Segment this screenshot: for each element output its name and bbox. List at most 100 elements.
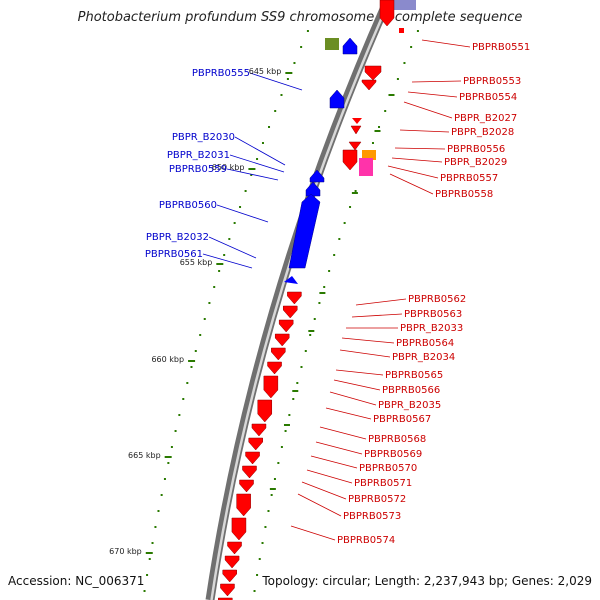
forward-gene-label: PBPRB0557 <box>440 173 498 184</box>
forward-gene-arrow <box>274 333 290 347</box>
scale-dot <box>286 78 289 80</box>
scale-dot <box>261 142 264 144</box>
forward-gene-arrow <box>242 465 257 479</box>
reverse-gene-label: PBPRB0561 <box>145 249 203 260</box>
forward-label-leader <box>394 147 446 150</box>
forward-label-leader <box>325 407 372 420</box>
forward-label-leader <box>399 129 450 133</box>
forward-gene-marker <box>399 28 404 33</box>
forward-gene-arrow <box>263 375 279 399</box>
kbp-tick-label: 670 kbp <box>109 547 142 556</box>
scale-dot <box>338 238 341 240</box>
scale-dot <box>190 366 193 368</box>
scale-dot <box>416 30 419 32</box>
forward-gene-arrow <box>257 399 273 423</box>
forward-gene-arrow <box>227 541 242 555</box>
forward-gene-label: PBPRB0565 <box>385 370 443 381</box>
forward-label-leader <box>310 455 358 469</box>
forward-gene-arrow <box>350 125 362 135</box>
scale-dot <box>208 302 211 304</box>
reverse-gene-label: PBPR_B2030 <box>172 132 235 143</box>
forward-gene-arrow <box>364 65 382 81</box>
scale-dot <box>256 574 259 576</box>
genome-summary-text: Topology: circular; Length: 2,237,943 bp… <box>262 574 592 588</box>
strand-tick-mark <box>292 390 299 392</box>
strand-tick-mark <box>319 292 326 294</box>
reverse-gene-label: PBPRB0555 <box>192 68 250 79</box>
scale-dot <box>146 574 149 576</box>
forward-label-leader <box>297 493 342 517</box>
scale-dot <box>410 46 413 48</box>
kbp-tick-mark <box>188 360 196 362</box>
reverse-label-leader <box>234 136 286 166</box>
forward-gene-label: PBPR_B2028 <box>451 127 514 138</box>
scale-dot <box>306 30 309 32</box>
reverse-gene-label: PBPR_B2032 <box>146 232 209 243</box>
forward-label-leader <box>341 337 395 344</box>
kbp-tick-label: 650 kbp <box>212 163 245 172</box>
kbp-tick-label: 645 kbp <box>249 67 282 76</box>
forward-label-leader <box>333 379 381 391</box>
scale-dot <box>288 414 291 416</box>
scale-dot <box>157 510 160 512</box>
scale-dot <box>296 382 299 384</box>
scale-dot <box>233 222 236 224</box>
forward-gene-arrow <box>267 361 282 375</box>
forward-label-leader <box>329 391 377 406</box>
scale-dot <box>174 430 177 432</box>
forward-gene-arrow <box>271 347 286 361</box>
gene-feature-layer <box>218 0 404 600</box>
forward-label-leader <box>355 298 407 306</box>
forward-gene-arrow <box>287 291 302 305</box>
forward-gene-label: PBPRB0566 <box>382 385 440 396</box>
strand-tick-mark <box>308 330 315 332</box>
forward-gene-arrow <box>220 583 235 597</box>
forward-gene-arrow <box>231 517 247 541</box>
forward-gene-label: PBPRB0572 <box>348 494 406 505</box>
forward-gene-label: PBPRB0558 <box>435 189 493 200</box>
scale-dot <box>143 590 146 592</box>
scale-dot <box>274 110 277 112</box>
forward-gene-label: PBPRB0564 <box>396 338 454 349</box>
orange-gene-feature <box>362 150 376 160</box>
reverse-gene-arrow <box>329 89 345 109</box>
scale-dot <box>268 126 271 128</box>
scale-dot <box>186 382 189 384</box>
forward-gene-arrow <box>352 118 362 124</box>
forward-label-leader <box>391 157 443 163</box>
label-leader-layer <box>202 39 471 541</box>
forward-gene-arrow <box>236 493 251 517</box>
forward-label-leader <box>407 91 458 98</box>
scale-dot <box>264 526 267 528</box>
pink-gene-feature <box>359 158 373 176</box>
reverse-label-leader <box>202 253 253 269</box>
forward-label-leader <box>290 525 336 541</box>
reverse-label-leader <box>229 154 285 173</box>
chromosome-backbone <box>205 0 416 600</box>
forward-gene-label: PBPRB0556 <box>447 144 505 155</box>
scale-dot <box>343 222 346 224</box>
scale-dot <box>300 366 303 368</box>
strand-tick-mark <box>351 192 358 194</box>
forward-label-leader <box>351 313 403 318</box>
forward-gene-label: PBPR_B2029 <box>444 157 507 168</box>
scale-dot <box>218 270 221 272</box>
scale-dot <box>273 478 276 480</box>
kbp-tick-mark <box>216 263 224 265</box>
scale-dot <box>300 46 303 48</box>
forward-gene-arrow <box>245 451 260 465</box>
reverse-gene-arrow <box>309 169 325 183</box>
kbp-tick-mark <box>285 72 293 74</box>
forward-label-leader <box>306 469 353 484</box>
forward-gene-arrow <box>379 0 395 27</box>
strand-tick-mark <box>388 94 395 96</box>
forward-label-leader <box>319 426 367 440</box>
forward-label-leader <box>301 481 347 500</box>
scale-dot <box>280 446 283 448</box>
forward-label-leader <box>335 369 384 376</box>
forward-label-leader <box>411 80 462 83</box>
scale-dot <box>270 494 273 496</box>
forward-gene-label: PBPRB0569 <box>364 449 422 460</box>
scale-dot <box>284 430 287 432</box>
scale-dot <box>239 206 242 208</box>
